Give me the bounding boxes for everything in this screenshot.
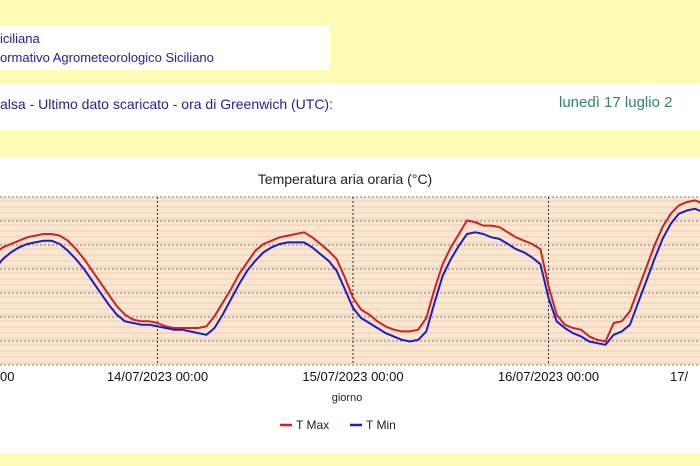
major-grid — [0, 196, 700, 366]
x-tick-labels: 00 14/07/2023 00:00 15/07/2023 00:00 16/07/… — [0, 369, 688, 384]
x-tick-label: 14/07/2023 00:00 — [107, 369, 208, 384]
legend: T Max T Min — [280, 418, 396, 432]
series-line-tmax — [0, 199, 700, 343]
header-banner: iciliana ormativo Agrometeorologico Sici… — [0, 26, 330, 70]
x-tick-label: 17/ — [670, 369, 688, 384]
series-line-tmin — [0, 207, 700, 346]
header-title-line1: iciliana — [0, 31, 40, 46]
series-layer — [0, 199, 700, 346]
x-axis-label: giorno — [332, 392, 363, 404]
legend-label-tmax: T Max — [296, 418, 329, 432]
chart-panel: Temperatura aria oraria (°C) 00 14/07/202… — [0, 157, 700, 453]
x-tick-label: 15/07/2023 00:00 — [302, 369, 403, 384]
info-bar: alsa - Ultimo dato scaricato - ora di Gr… — [0, 84, 700, 130]
header-title-line2: ormativo Agrometeorologico Siciliano — [0, 50, 214, 65]
station-download-info: alsa - Ultimo dato scaricato - ora di Gr… — [0, 96, 333, 112]
current-date: lunedì 17 luglio 2 — [559, 94, 673, 111]
minor-grid — [0, 200, 700, 364]
temperature-chart: Temperatura aria oraria (°C) 00 14/07/202… — [0, 171, 700, 432]
chart-title: Temperatura aria oraria (°C) — [258, 171, 432, 187]
x-tick-label: 16/07/2023 00:00 — [498, 369, 599, 384]
x-tick-label: 00 — [0, 369, 14, 384]
legend-label-tmin: T Min — [366, 418, 396, 432]
